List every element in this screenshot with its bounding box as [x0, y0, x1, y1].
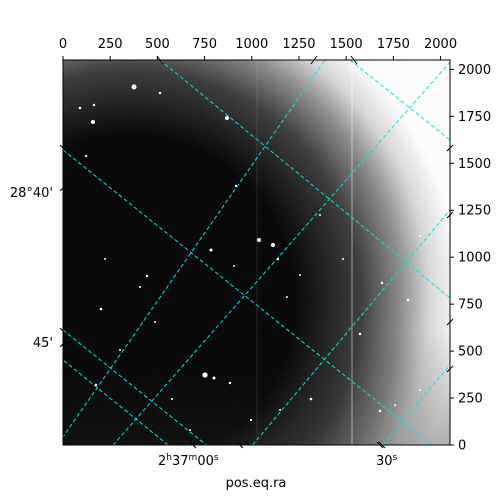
world-tick — [236, 441, 244, 449]
star — [139, 286, 141, 288]
star — [406, 298, 410, 302]
star — [78, 106, 82, 110]
world-tick-marks — [59, 55, 454, 449]
top-axis-tick-label: 500 — [145, 37, 170, 52]
world-tick — [59, 340, 67, 348]
star — [419, 235, 421, 237]
world-tick — [376, 441, 384, 449]
star — [358, 332, 362, 336]
star — [145, 274, 149, 278]
world-tick — [446, 318, 454, 326]
world-tick — [59, 327, 67, 335]
right-axis-tick-label: 750 — [458, 298, 483, 313]
ra-tick-label: 2h37m00s — [158, 453, 219, 469]
grid-line — [251, 209, 450, 445]
star — [131, 84, 137, 90]
world-tick — [446, 144, 454, 152]
top-axis-tick-label: 1500 — [330, 37, 363, 52]
right-axis-tick-label: 1250 — [458, 204, 491, 219]
right-axis-tick-label: 250 — [458, 392, 483, 407]
star — [228, 381, 232, 385]
grid-line — [63, 359, 169, 445]
top-pixel-axis: 0 250 500 750 1000 1250 1500 1750 2000 — [59, 37, 457, 60]
star — [299, 274, 301, 276]
star — [257, 238, 261, 242]
star — [271, 243, 275, 247]
dec-tick-label: 28°40' — [10, 186, 53, 201]
right-axis-tick-label: 2000 — [458, 63, 491, 78]
star — [380, 281, 384, 285]
world-tick — [446, 365, 454, 373]
grid-line — [381, 364, 450, 445]
world-tick — [59, 184, 67, 192]
star — [104, 258, 106, 260]
world-tick — [446, 211, 454, 219]
grid-line — [349, 60, 450, 141]
star-field — [78, 84, 421, 431]
grid-line — [63, 329, 208, 445]
star — [99, 307, 103, 311]
star — [154, 321, 156, 323]
grid-line — [112, 61, 450, 445]
x-axis-label: pos.eq.ra — [226, 476, 287, 491]
coordinate-grid — [63, 60, 450, 445]
star — [92, 103, 96, 107]
ra-tick-label: 30s — [376, 453, 398, 469]
star — [286, 296, 288, 298]
world-tick — [189, 441, 197, 449]
right-axis-tick-label: 1500 — [458, 157, 491, 172]
grid-line — [159, 60, 450, 299]
star — [212, 376, 216, 380]
plot-frame — [62, 59, 451, 446]
top-axis-tick-label: 750 — [192, 37, 217, 52]
top-axis-tick-label: 2000 — [424, 37, 457, 52]
star — [378, 409, 382, 413]
top-axis-tick-label: 1250 — [282, 37, 315, 52]
top-axis-tick-label: 0 — [59, 37, 67, 52]
star — [319, 214, 321, 216]
top-axis-tick-label: 1000 — [235, 37, 268, 52]
star — [233, 265, 235, 267]
star — [419, 389, 421, 391]
grid-line — [63, 149, 433, 445]
world-tick — [59, 144, 67, 152]
star — [394, 404, 396, 406]
star — [279, 409, 281, 411]
star — [158, 91, 162, 95]
right-pixel-axis: 0 250 500 750 1000 1250 1500 1750 2000 — [450, 63, 491, 454]
right-axis-tick-label: 0 — [458, 439, 466, 454]
star — [91, 120, 95, 124]
star — [189, 429, 191, 431]
right-axis-tick-label: 1000 — [458, 251, 491, 266]
top-axis-tick-label: 1750 — [377, 37, 410, 52]
image-noise — [63, 60, 450, 445]
dec-tick-label: 45' — [33, 336, 53, 351]
grid-line — [63, 60, 326, 438]
star — [249, 418, 253, 422]
image-panel — [63, 60, 450, 445]
star — [171, 398, 173, 400]
star — [342, 258, 344, 260]
star — [119, 349, 121, 351]
star — [225, 116, 229, 120]
star — [309, 397, 313, 401]
star — [202, 372, 208, 378]
right-axis-tick-label: 500 — [458, 345, 483, 360]
world-tick — [156, 55, 164, 65]
star — [84, 154, 88, 158]
top-axis-tick-label: 250 — [98, 37, 123, 52]
world-tick — [378, 441, 386, 449]
world-tick — [310, 55, 318, 65]
star — [209, 248, 213, 252]
right-axis-tick-label: 1750 — [458, 110, 491, 125]
world-tick — [350, 55, 358, 65]
